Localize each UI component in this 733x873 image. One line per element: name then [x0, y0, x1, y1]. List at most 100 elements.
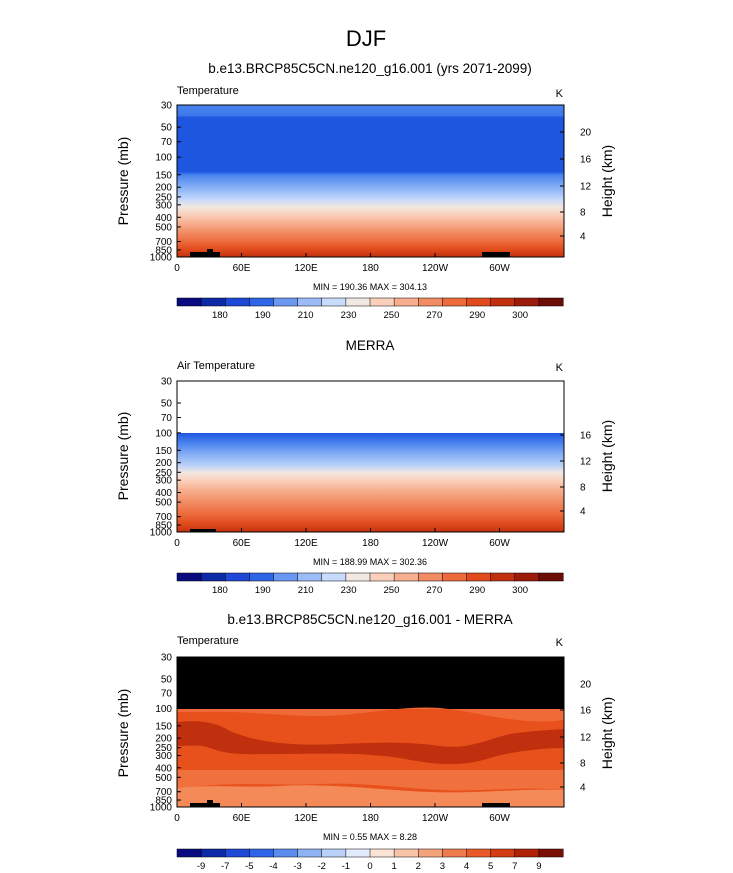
colorbar-swatch [538, 572, 564, 582]
colorbar-swatch [321, 848, 347, 858]
x-tick-label: 60W [489, 813, 510, 824]
x-tick-label: 180 [362, 813, 379, 824]
colorbar-swatch [321, 572, 347, 582]
y-axis-label: Pressure (mb) [115, 689, 131, 778]
colorbar-label: 270 [426, 585, 442, 596]
colorbar-swatch [442, 297, 468, 307]
y-tick-label: 250 [155, 743, 172, 754]
colorbar-swatch [514, 848, 540, 858]
colorbar-swatch [273, 297, 299, 307]
y-tick-label: 300 [155, 200, 172, 211]
topography [190, 252, 220, 257]
y-tick-label: 1000 [150, 528, 173, 539]
colorbar-swatch [297, 848, 323, 858]
height-tick-label: 4 [580, 232, 586, 243]
colorbar-label: 180 [212, 310, 228, 321]
y-tick-label: 200 [155, 458, 172, 469]
topography [482, 252, 510, 257]
y-tick-label: 150 [155, 721, 172, 732]
colorbar-swatch [393, 848, 419, 858]
y-axis-label: Pressure (mb) [115, 412, 131, 501]
panel-difference: b.e13.BRCP85C5CN.ne120_g16.001 - MERRA T… [115, 612, 615, 872]
colorbar-swatch [490, 297, 516, 307]
colorbar-swatch [176, 572, 202, 582]
variable-label: Temperature [177, 85, 239, 97]
colorbar-label: 3 [440, 861, 445, 872]
colorbar-swatch [297, 572, 323, 582]
colorbar-swatch [273, 848, 299, 858]
colorbar-label: 270 [426, 310, 442, 321]
panel-title: b.e13.BRCP85C5CN.ne120_g16.001 (yrs 2071… [208, 61, 531, 76]
y-tick-label: 50 [161, 674, 173, 685]
colorbar-label: -7 [221, 861, 229, 872]
y-tick-label: 850 [155, 245, 172, 256]
colorbar-label: 1 [391, 861, 396, 872]
y-tick-label: 400 [155, 763, 172, 774]
colorbar-swatch [200, 572, 226, 582]
colorbar-swatch [369, 297, 395, 307]
x-tick-label: 60W [489, 538, 510, 549]
x-tick-label: 0 [174, 813, 180, 824]
height-tick-label: 4 [580, 783, 586, 794]
colorbar: 180 190 210 230 250 270 290 300 [176, 572, 564, 596]
min-max-label: MIN = 190.36 MAX = 304.13 [313, 282, 427, 292]
colorbar-swatch [538, 848, 564, 858]
x-tick-label: 60W [489, 263, 510, 274]
colorbar-label: 210 [298, 585, 314, 596]
y-axis-right-label: Height (km) [599, 420, 615, 492]
colorbar-swatch [345, 572, 371, 582]
colorbar-label: 250 [384, 310, 400, 321]
x-tick-label: 120E [294, 813, 318, 824]
y-tick-label: 850 [155, 796, 172, 807]
y-tick-label: 1000 [150, 253, 173, 264]
contour-band [177, 770, 564, 791]
colorbar-swatch [176, 848, 202, 858]
colorbar-swatch [538, 297, 564, 307]
panel-model: b.e13.BRCP85C5CN.ne120_g16.001 (yrs 2071… [115, 61, 615, 321]
panel-title: MERRA [346, 338, 395, 353]
y-tick-label: 50 [161, 123, 173, 134]
field-fill [177, 105, 564, 257]
colorbar-swatch [442, 848, 468, 858]
y-tick-label: 100 [155, 428, 172, 439]
units-label: K [556, 637, 564, 649]
colorbar-swatch [442, 572, 468, 582]
figure-title: DJF [346, 26, 386, 51]
colorbar-swatch [345, 848, 371, 858]
height-tick-label: 12 [580, 733, 592, 744]
topography [207, 249, 213, 257]
colorbar-label: 230 [341, 310, 357, 321]
y-tick-label: 100 [155, 153, 172, 164]
units-label: K [556, 88, 564, 100]
y-tick-label: 300 [155, 751, 172, 762]
colorbar-swatch [297, 297, 323, 307]
colorbar-swatch [249, 572, 275, 582]
colorbar-swatch [273, 572, 299, 582]
y-tick-label: 500 [155, 773, 172, 784]
topography [207, 800, 213, 807]
y-tick-label: 850 [155, 521, 172, 532]
contour-band [177, 707, 564, 722]
height-tick-label: 8 [580, 483, 586, 494]
topography [190, 529, 216, 532]
colorbar-label: 4 [464, 861, 469, 872]
colorbar-label: -9 [197, 861, 205, 872]
colorbar-swatch [514, 572, 540, 582]
colorbar-swatch [249, 297, 275, 307]
y-tick-label: 30 [161, 101, 173, 112]
x-tick-label: 0 [174, 263, 180, 274]
colorbar-label: 9 [536, 861, 541, 872]
field-fill [177, 433, 564, 532]
colorbar-swatch [466, 297, 492, 307]
x-tick-label: 120E [294, 263, 318, 274]
y-tick-label: 50 [161, 398, 173, 409]
y-axis-right-label: Height (km) [599, 697, 615, 769]
colorbar-swatch [249, 848, 275, 858]
y-tick-label: 30 [161, 653, 173, 664]
contour-band [177, 785, 564, 807]
y-tick-label: 250 [155, 468, 172, 479]
colorbar-label: -4 [269, 861, 277, 872]
panel-title: b.e13.BRCP85C5CN.ne120_g16.001 - MERRA [227, 612, 512, 627]
colorbar-label: 0 [367, 861, 372, 872]
y-tick-label: 70 [161, 689, 173, 700]
